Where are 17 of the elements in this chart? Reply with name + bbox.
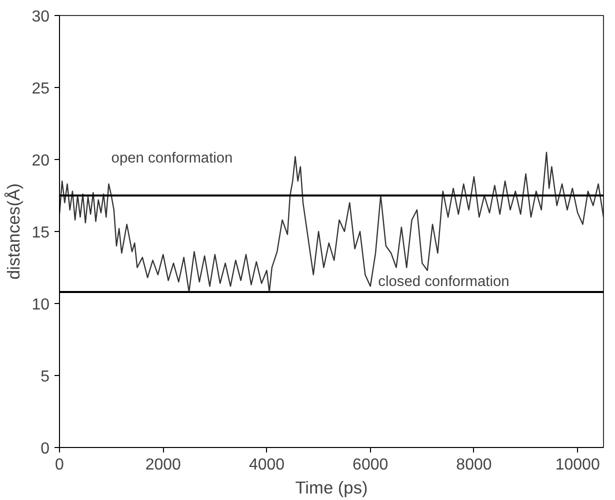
x-tick-label: 2000 bbox=[145, 456, 182, 474]
x-tick-label: 4000 bbox=[248, 456, 285, 474]
x-tick-label: 8000 bbox=[456, 456, 492, 474]
y-tick-label: 20 bbox=[32, 152, 50, 170]
y-tick-label: 5 bbox=[40, 368, 50, 386]
annotation: closed conformation bbox=[378, 274, 510, 290]
x-tick-label: 10000 bbox=[555, 456, 600, 474]
y-axis-title: distances(Å) bbox=[4, 183, 24, 280]
y-tick-label: 0 bbox=[40, 440, 50, 458]
y-tick-label: 30 bbox=[32, 8, 50, 26]
x-tick-label: 6000 bbox=[352, 456, 388, 474]
x-axis-title: Time (ps) bbox=[295, 478, 368, 498]
x-tick-label: 0 bbox=[55, 456, 64, 474]
y-tick-label: 10 bbox=[32, 296, 50, 314]
y-tick-label: 15 bbox=[32, 224, 50, 242]
annotation: open conformation bbox=[111, 150, 233, 167]
y-tick-label: 25 bbox=[32, 80, 50, 98]
